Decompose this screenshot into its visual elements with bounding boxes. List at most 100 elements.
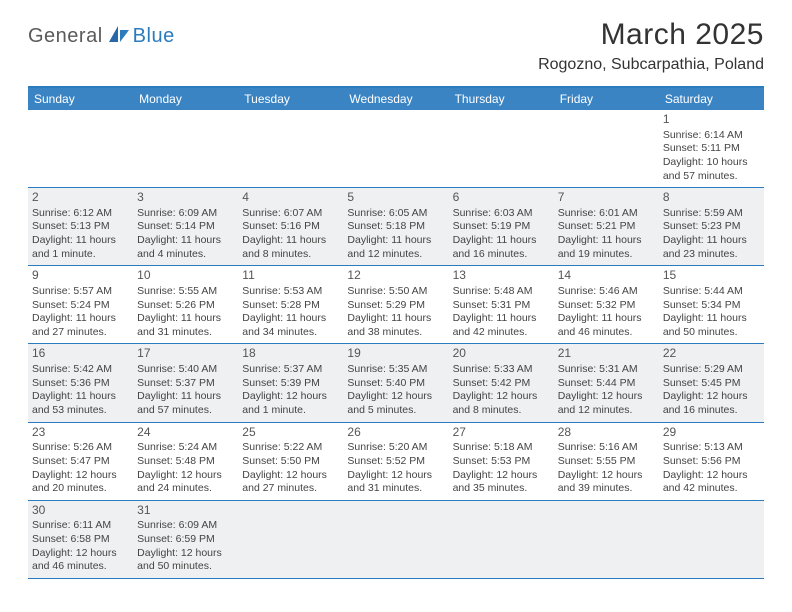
daylight-text: Daylight: 11 hours and 8 minutes. [242, 234, 339, 261]
logo-text-blue: Blue [133, 25, 175, 48]
day-number: 4 [242, 190, 339, 206]
daylight-text: Daylight: 11 hours and 4 minutes. [137, 234, 234, 261]
week-row: 23Sunrise: 5:26 AMSunset: 5:47 PMDayligh… [28, 423, 764, 501]
sunrise-text: Sunrise: 5:48 AM [453, 285, 550, 299]
dayname-monday: Monday [133, 88, 238, 110]
calendar-cell: 2Sunrise: 6:12 AMSunset: 5:13 PMDaylight… [28, 188, 133, 265]
daylight-text: Daylight: 12 hours and 8 minutes. [453, 390, 550, 417]
sunrise-text: Sunrise: 5:57 AM [32, 285, 129, 299]
sunrise-text: Sunrise: 6:14 AM [663, 129, 760, 143]
calendar-cell: 22Sunrise: 5:29 AMSunset: 5:45 PMDayligh… [659, 344, 764, 421]
sunrise-text: Sunrise: 6:11 AM [32, 519, 129, 533]
sunrise-text: Sunrise: 5:46 AM [558, 285, 655, 299]
sunset-text: Sunset: 5:56 PM [663, 455, 760, 469]
sunset-text: Sunset: 5:21 PM [558, 220, 655, 234]
calendar-cell: 10Sunrise: 5:55 AMSunset: 5:26 PMDayligh… [133, 266, 238, 343]
day-number: 2 [32, 190, 129, 206]
sunrise-text: Sunrise: 5:20 AM [347, 441, 444, 455]
calendar-cell: 14Sunrise: 5:46 AMSunset: 5:32 PMDayligh… [554, 266, 659, 343]
sunrise-text: Sunrise: 5:40 AM [137, 363, 234, 377]
daylight-text: Daylight: 10 hours and 57 minutes. [663, 156, 760, 183]
daylight-text: Daylight: 11 hours and 57 minutes. [137, 390, 234, 417]
day-number: 7 [558, 190, 655, 206]
sunset-text: Sunset: 5:45 PM [663, 377, 760, 391]
day-number: 9 [32, 268, 129, 284]
weeks-container: 1Sunrise: 6:14 AMSunset: 5:11 PMDaylight… [28, 110, 764, 579]
dayname-saturday: Saturday [659, 88, 764, 110]
sunset-text: Sunset: 5:52 PM [347, 455, 444, 469]
calendar-cell: 5Sunrise: 6:05 AMSunset: 5:18 PMDaylight… [343, 188, 448, 265]
week-row: 9Sunrise: 5:57 AMSunset: 5:24 PMDaylight… [28, 266, 764, 344]
calendar-cell [343, 110, 448, 187]
calendar-cell: 20Sunrise: 5:33 AMSunset: 5:42 PMDayligh… [449, 344, 554, 421]
logo-text-general: General [28, 25, 103, 48]
day-number: 14 [558, 268, 655, 284]
day-number: 11 [242, 268, 339, 284]
calendar-cell: 31Sunrise: 6:09 AMSunset: 6:59 PMDayligh… [133, 501, 238, 578]
daylight-text: Daylight: 11 hours and 38 minutes. [347, 312, 444, 339]
calendar-cell: 24Sunrise: 5:24 AMSunset: 5:48 PMDayligh… [133, 423, 238, 500]
sunrise-text: Sunrise: 5:50 AM [347, 285, 444, 299]
daylight-text: Daylight: 12 hours and 5 minutes. [347, 390, 444, 417]
calendar-cell: 16Sunrise: 5:42 AMSunset: 5:36 PMDayligh… [28, 344, 133, 421]
day-number: 23 [32, 425, 129, 441]
day-number: 18 [242, 346, 339, 362]
calendar-cell [28, 110, 133, 187]
sunrise-text: Sunrise: 5:31 AM [558, 363, 655, 377]
day-number: 10 [137, 268, 234, 284]
calendar-cell [238, 110, 343, 187]
sunset-text: Sunset: 5:53 PM [453, 455, 550, 469]
daylight-text: Daylight: 12 hours and 27 minutes. [242, 469, 339, 496]
calendar-cell: 30Sunrise: 6:11 AMSunset: 6:58 PMDayligh… [28, 501, 133, 578]
day-number: 6 [453, 190, 550, 206]
calendar-cell: 7Sunrise: 6:01 AMSunset: 5:21 PMDaylight… [554, 188, 659, 265]
week-row: 30Sunrise: 6:11 AMSunset: 6:58 PMDayligh… [28, 501, 764, 579]
day-number: 13 [453, 268, 550, 284]
day-number: 5 [347, 190, 444, 206]
sunrise-text: Sunrise: 6:03 AM [453, 207, 550, 221]
daylight-text: Daylight: 12 hours and 46 minutes. [32, 547, 129, 574]
sunrise-text: Sunrise: 5:29 AM [663, 363, 760, 377]
day-number: 8 [663, 190, 760, 206]
calendar-cell [238, 501, 343, 578]
daylight-text: Daylight: 11 hours and 46 minutes. [558, 312, 655, 339]
day-number: 12 [347, 268, 444, 284]
sunrise-text: Sunrise: 6:01 AM [558, 207, 655, 221]
daylight-text: Daylight: 11 hours and 53 minutes. [32, 390, 129, 417]
daylight-text: Daylight: 11 hours and 16 minutes. [453, 234, 550, 261]
sunset-text: Sunset: 5:18 PM [347, 220, 444, 234]
sunset-text: Sunset: 5:48 PM [137, 455, 234, 469]
day-number: 19 [347, 346, 444, 362]
logo-sail-icon [108, 24, 130, 49]
day-number: 24 [137, 425, 234, 441]
sunset-text: Sunset: 5:50 PM [242, 455, 339, 469]
calendar-cell [449, 501, 554, 578]
daylight-text: Daylight: 11 hours and 1 minute. [32, 234, 129, 261]
sunset-text: Sunset: 5:40 PM [347, 377, 444, 391]
sunrise-text: Sunrise: 6:09 AM [137, 519, 234, 533]
sunset-text: Sunset: 5:19 PM [453, 220, 550, 234]
sunrise-text: Sunrise: 5:26 AM [32, 441, 129, 455]
daylight-text: Daylight: 11 hours and 50 minutes. [663, 312, 760, 339]
calendar-cell: 26Sunrise: 5:20 AMSunset: 5:52 PMDayligh… [343, 423, 448, 500]
daylight-text: Daylight: 12 hours and 50 minutes. [137, 547, 234, 574]
sunset-text: Sunset: 5:23 PM [663, 220, 760, 234]
week-row: 16Sunrise: 5:42 AMSunset: 5:36 PMDayligh… [28, 344, 764, 422]
sunrise-text: Sunrise: 5:53 AM [242, 285, 339, 299]
daylight-text: Daylight: 12 hours and 20 minutes. [32, 469, 129, 496]
day-number: 29 [663, 425, 760, 441]
sunset-text: Sunset: 5:28 PM [242, 299, 339, 313]
title-block: March 2025 Rogozno, Subcarpathia, Poland [538, 18, 764, 74]
calendar-cell: 15Sunrise: 5:44 AMSunset: 5:34 PMDayligh… [659, 266, 764, 343]
sunrise-text: Sunrise: 6:12 AM [32, 207, 129, 221]
calendar-cell: 11Sunrise: 5:53 AMSunset: 5:28 PMDayligh… [238, 266, 343, 343]
calendar-cell: 6Sunrise: 6:03 AMSunset: 5:19 PMDaylight… [449, 188, 554, 265]
daylight-text: Daylight: 11 hours and 42 minutes. [453, 312, 550, 339]
dayname-row: SundayMondayTuesdayWednesdayThursdayFrid… [28, 88, 764, 110]
sunrise-text: Sunrise: 5:42 AM [32, 363, 129, 377]
daylight-text: Daylight: 12 hours and 42 minutes. [663, 469, 760, 496]
calendar-cell: 8Sunrise: 5:59 AMSunset: 5:23 PMDaylight… [659, 188, 764, 265]
week-row: 1Sunrise: 6:14 AMSunset: 5:11 PMDaylight… [28, 110, 764, 188]
sunset-text: Sunset: 5:14 PM [137, 220, 234, 234]
sunrise-text: Sunrise: 5:33 AM [453, 363, 550, 377]
